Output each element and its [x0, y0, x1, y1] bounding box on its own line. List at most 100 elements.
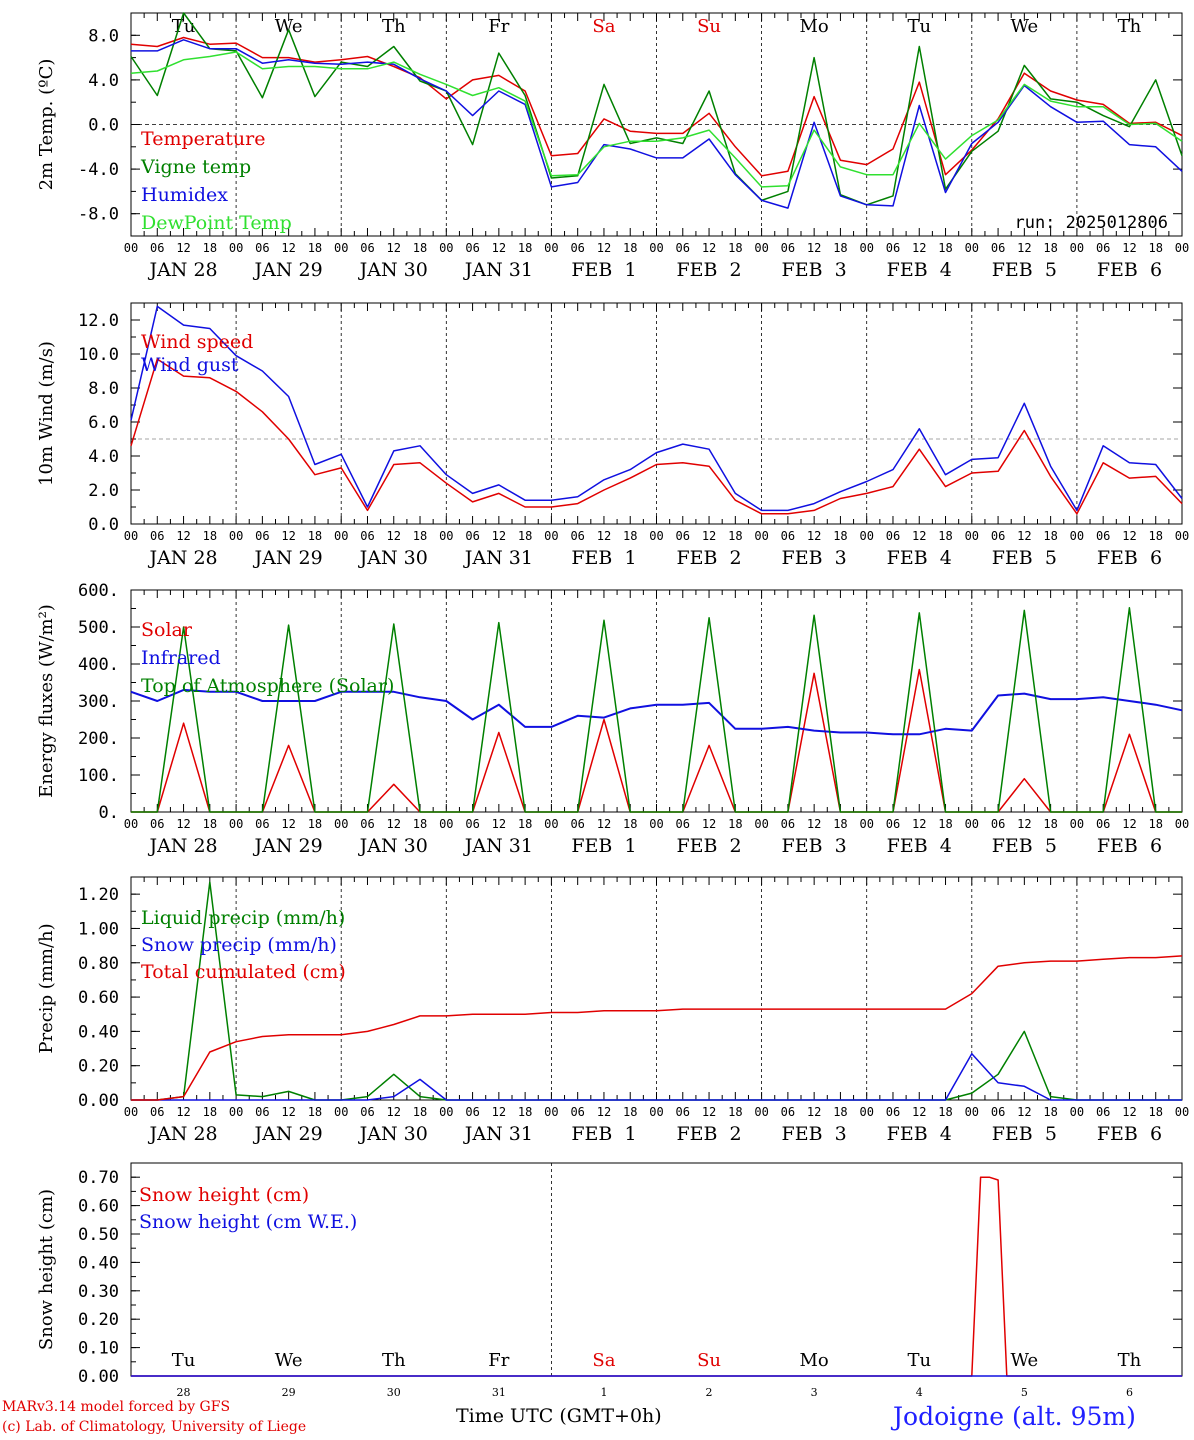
hour-tick-label: 12	[597, 1105, 611, 1119]
weekday-label: Th	[382, 16, 406, 37]
run-annotation: run: 2025012806	[1014, 213, 1168, 233]
legend-entry: Wind gust	[141, 354, 239, 376]
y-tick-label: 0.00	[78, 1367, 119, 1387]
hour-tick-label: 18	[1043, 241, 1057, 255]
hour-tick-label: 12	[492, 1105, 506, 1119]
series-line-snow-height-cm-	[131, 1176, 1182, 1377]
date-label: JAN 31	[463, 1123, 533, 1145]
hour-tick-label: 18	[1043, 1105, 1057, 1119]
hour-tick-label: 12	[176, 817, 190, 831]
date-label: JAN 31	[463, 835, 533, 857]
date-label: JAN 31	[463, 259, 533, 281]
hour-tick-label: 00	[965, 817, 979, 831]
legend-entry: Liquid precip (mm/h)	[141, 907, 345, 929]
weekday-label: Fr	[488, 16, 509, 37]
series-line-humidex	[131, 39, 1183, 209]
weekday-label: Sa	[592, 1350, 615, 1371]
day-number-label: 30	[387, 1386, 401, 1399]
hour-tick-label: 12	[702, 241, 716, 255]
y-tick-label: 0.30	[78, 1282, 119, 1302]
date-label: FEB 4	[887, 259, 952, 281]
hour-tick-label: 00	[229, 1105, 243, 1119]
hour-tick-label: 00	[649, 1105, 663, 1119]
hour-tick-label: 00	[544, 817, 558, 831]
legend-entry: Snow precip (mm/h)	[141, 934, 337, 956]
hour-tick-label: 12	[1017, 241, 1031, 255]
date-label: FEB 3	[782, 259, 847, 281]
hour-tick-label: 12	[807, 817, 821, 831]
y-tick-label: 6.0	[88, 413, 119, 433]
date-label: FEB 5	[992, 547, 1057, 569]
hour-tick-label: 12	[597, 529, 611, 543]
hour-tick-label: 18	[623, 241, 637, 255]
hour-tick-label: 12	[387, 241, 401, 255]
hour-tick-label: 06	[360, 529, 374, 543]
y-tick-label: 0.60	[78, 1197, 119, 1217]
hour-tick-label: 00	[439, 817, 453, 831]
hour-tick-label: 18	[938, 1105, 952, 1119]
weekday-label: Mo	[800, 1350, 829, 1371]
date-label: JAN 29	[253, 1123, 323, 1145]
hour-tick-label: 18	[308, 817, 322, 831]
y-axis-label: Snow height (cm)	[36, 1189, 57, 1350]
hour-tick-label: 00	[649, 241, 663, 255]
hour-tick-label: 06	[886, 817, 900, 831]
hour-tick-label: 18	[833, 1105, 847, 1119]
hour-tick-label: 00	[859, 817, 873, 831]
weekday-label: Tu	[907, 16, 931, 37]
hour-tick-label: 00	[334, 529, 348, 543]
hour-tick-label: 06	[570, 529, 584, 543]
weekday-label: We	[275, 16, 303, 37]
hour-tick-label: 18	[518, 817, 532, 831]
hour-tick-label: 12	[281, 817, 295, 831]
hour-tick-label: 00	[754, 817, 768, 831]
weekday-label: Mo	[800, 16, 829, 37]
date-label: JAN 28	[147, 547, 217, 569]
hour-tick-label: 12	[1017, 529, 1031, 543]
y-tick-label: 0.20	[78, 1057, 119, 1077]
hour-tick-label: 00	[124, 241, 138, 255]
weekday-label: Tu	[907, 1350, 931, 1371]
hour-tick-label: 06	[255, 529, 269, 543]
hour-tick-label: 00	[754, 1105, 768, 1119]
hour-tick-label: 06	[360, 241, 374, 255]
date-label: FEB 5	[992, 835, 1057, 857]
hour-tick-label: 18	[623, 529, 637, 543]
hour-tick-label: 06	[150, 529, 164, 543]
hour-tick-label: 06	[991, 817, 1005, 831]
hour-tick-label: 06	[465, 241, 479, 255]
series-line-dewpoint-temp	[130, 51, 1183, 188]
y-tick-label: 1.20	[78, 885, 119, 905]
y-tick-label: -8.0	[78, 205, 119, 225]
date-label: FEB 6	[1097, 835, 1162, 857]
hour-tick-label: 06	[465, 529, 479, 543]
station-name: Jodoigne (alt. 95m)	[893, 1402, 1136, 1431]
day-number-label: 4	[916, 1386, 923, 1399]
hour-tick-label: 18	[1148, 817, 1162, 831]
y-tick-label: 2.0	[88, 481, 119, 501]
y-axis-label: Precip (mm/h)	[36, 923, 57, 1053]
date-label: FEB 3	[782, 1123, 847, 1145]
hour-tick-label: 00	[1175, 817, 1189, 831]
y-tick-label: 0.20	[78, 1310, 119, 1330]
hour-tick-label: 06	[570, 1105, 584, 1119]
hour-tick-label: 06	[676, 817, 690, 831]
hour-tick-label: 18	[938, 241, 952, 255]
hour-tick-label: 06	[991, 529, 1005, 543]
y-tick-label: -4.0	[78, 160, 119, 180]
hour-tick-label: 18	[518, 529, 532, 543]
series-line-wind-speed	[130, 358, 1183, 515]
hour-tick-label: 00	[229, 241, 243, 255]
hour-tick-label: 00	[859, 1105, 873, 1119]
legend-entry: Snow height (cm W.E.)	[139, 1211, 357, 1233]
hour-tick-label: 18	[413, 817, 427, 831]
hour-tick-label: 00	[859, 241, 873, 255]
weekday-label: We	[1011, 16, 1039, 37]
hour-tick-label: 00	[754, 529, 768, 543]
hour-tick-label: 00	[1175, 1105, 1189, 1119]
date-label: FEB 2	[676, 835, 741, 857]
weekday-label: Fr	[488, 1350, 509, 1371]
hour-tick-label: 12	[1017, 1105, 1031, 1119]
hour-tick-label: 12	[807, 529, 821, 543]
hour-tick-label: 00	[334, 241, 348, 255]
